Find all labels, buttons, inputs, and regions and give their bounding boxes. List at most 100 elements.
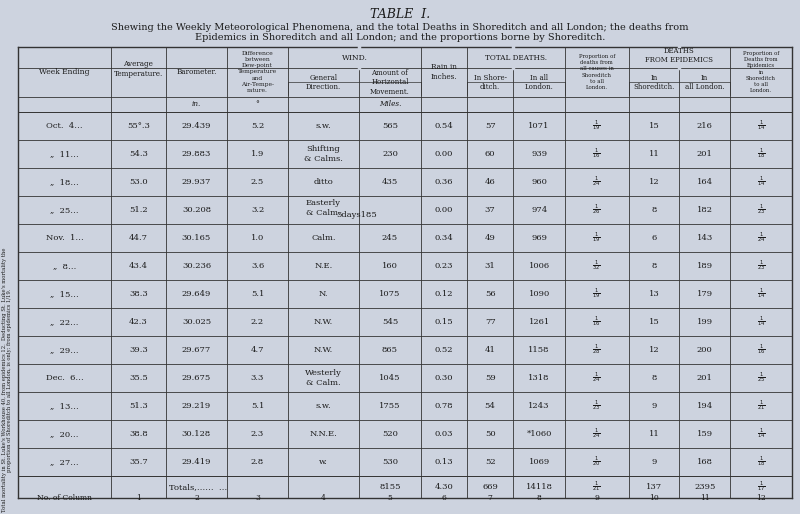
Text: 60: 60 <box>485 150 495 158</box>
Text: 2.5: 2.5 <box>251 178 264 186</box>
Text: 41: 41 <box>485 346 495 354</box>
Text: 0.15: 0.15 <box>435 318 454 326</box>
Text: 9: 9 <box>651 402 657 410</box>
Text: 1045: 1045 <box>379 374 401 382</box>
Text: 969: 969 <box>531 234 547 242</box>
Text: 0.78: 0.78 <box>435 402 454 410</box>
Text: s.w.: s.w. <box>315 122 331 130</box>
Text: 1.0: 1.0 <box>251 234 264 242</box>
Text: $\frac{1}{19}$: $\frac{1}{19}$ <box>593 287 601 301</box>
Text: 35.5: 35.5 <box>129 374 148 382</box>
Text: Rain in
Inches.: Rain in Inches. <box>431 63 458 81</box>
Text: 1.9: 1.9 <box>251 150 264 158</box>
Text: 29.883: 29.883 <box>182 150 211 158</box>
Text: 1069: 1069 <box>529 458 550 466</box>
Text: Oct.  4…: Oct. 4… <box>46 122 82 130</box>
Text: Epidemics in Shoreditch and all London; and the proportions borne by Shoreditch.: Epidemics in Shoreditch and all London; … <box>195 32 605 42</box>
Text: 194: 194 <box>697 402 713 410</box>
Text: 545: 545 <box>382 318 398 326</box>
Text: Totals,……  …: Totals,…… … <box>169 483 227 491</box>
Text: 46: 46 <box>485 178 495 186</box>
Text: 230: 230 <box>382 150 398 158</box>
Text: Proportion of
deaths from
all causes in
Shoreditch
to all
London.: Proportion of deaths from all causes in … <box>578 54 615 90</box>
Text: 1243: 1243 <box>529 402 550 410</box>
Text: 31: 31 <box>485 262 495 270</box>
Text: „  22…: „ 22… <box>50 318 78 326</box>
Text: 30.128: 30.128 <box>182 430 211 438</box>
Text: $\frac{1}{17}$: $\frac{1}{17}$ <box>757 480 766 494</box>
Text: 44.7: 44.7 <box>129 234 148 242</box>
Text: N.W.: N.W. <box>314 346 333 354</box>
Text: 3: 3 <box>255 494 260 502</box>
Text: $\frac{1}{14}$: $\frac{1}{14}$ <box>757 119 766 133</box>
Text: $\frac{1}{19}$: $\frac{1}{19}$ <box>593 231 601 245</box>
Text: 939: 939 <box>531 150 547 158</box>
Text: 9: 9 <box>651 458 657 466</box>
Text: $\frac{1}{18}$: $\frac{1}{18}$ <box>757 147 766 161</box>
Text: Easterly
& Calm.: Easterly & Calm. <box>306 199 341 217</box>
Text: 29.675: 29.675 <box>182 374 211 382</box>
Text: 8155: 8155 <box>379 483 401 491</box>
Text: 669: 669 <box>482 483 498 491</box>
Text: 38.3: 38.3 <box>129 290 148 298</box>
Text: 2: 2 <box>194 494 199 502</box>
Text: 30.208: 30.208 <box>182 206 211 214</box>
Text: Barometer.: Barometer. <box>176 68 217 76</box>
Text: 201: 201 <box>697 374 713 382</box>
Text: 11: 11 <box>649 430 659 438</box>
Text: s.w.: s.w. <box>315 402 331 410</box>
Text: 159: 159 <box>697 430 713 438</box>
Text: „  25…: „ 25… <box>50 206 78 214</box>
Text: $\frac{1}{19}$: $\frac{1}{19}$ <box>593 119 601 133</box>
Text: 435: 435 <box>382 178 398 186</box>
Text: 29.677: 29.677 <box>182 346 211 354</box>
Text: $\frac{1}{21}$: $\frac{1}{21}$ <box>757 399 766 413</box>
Text: 200: 200 <box>697 346 713 354</box>
Text: 54: 54 <box>485 402 495 410</box>
Text: 51.2: 51.2 <box>129 206 148 214</box>
Text: °: ° <box>255 100 259 108</box>
Text: 39.3: 39.3 <box>129 346 148 354</box>
Text: 2395: 2395 <box>694 483 715 491</box>
Text: 1071: 1071 <box>529 122 550 130</box>
Text: 4.30: 4.30 <box>434 483 454 491</box>
Text: 43.4: 43.4 <box>129 262 148 270</box>
Text: 52: 52 <box>485 458 495 466</box>
Text: „  29…: „ 29… <box>50 346 78 354</box>
Text: No. of Column: No. of Column <box>37 494 92 502</box>
Text: $\frac{1}{24}$: $\frac{1}{24}$ <box>593 175 601 189</box>
Text: Shewing the Weekly Meteorological Phenomena, and the total Deaths in Shoreditch : Shewing the Weekly Meteorological Phenom… <box>111 23 689 31</box>
Text: 245: 245 <box>382 234 398 242</box>
Text: 9: 9 <box>594 494 599 502</box>
Text: 29.937: 29.937 <box>182 178 211 186</box>
Text: 530: 530 <box>382 458 398 466</box>
Text: 137: 137 <box>646 483 662 491</box>
Text: 3.2: 3.2 <box>251 206 264 214</box>
Text: 29.219: 29.219 <box>182 402 211 410</box>
Text: 77: 77 <box>485 318 495 326</box>
Text: WIND.: WIND. <box>342 53 368 62</box>
Text: N.N.E.: N.N.E. <box>310 430 337 438</box>
Text: $\frac{1}{32}$: $\frac{1}{32}$ <box>593 259 601 273</box>
Text: 8: 8 <box>651 262 657 270</box>
Text: General
Direction.: General Direction. <box>306 74 341 91</box>
Text: N.: N. <box>318 290 328 298</box>
Text: „  27…: „ 27… <box>50 458 78 466</box>
Text: $\frac{1}{14}$: $\frac{1}{14}$ <box>757 175 766 189</box>
Text: $\frac{1}{24}$: $\frac{1}{24}$ <box>593 427 601 441</box>
Text: 12: 12 <box>649 178 659 186</box>
Text: 160: 160 <box>382 262 398 270</box>
Text: 189: 189 <box>697 262 713 270</box>
Text: 216: 216 <box>697 122 713 130</box>
Text: „  18…: „ 18… <box>50 178 79 186</box>
Text: 0.30: 0.30 <box>435 374 454 382</box>
Text: 15: 15 <box>649 122 659 130</box>
Text: 0.23: 0.23 <box>435 262 454 270</box>
Text: in.: in. <box>192 100 201 108</box>
Text: Miles.: Miles. <box>378 100 401 108</box>
Text: 56: 56 <box>485 290 495 298</box>
Text: In Shore-
ditch.: In Shore- ditch. <box>474 74 506 91</box>
Text: 53.0: 53.0 <box>129 178 148 186</box>
Text: DEATHS
FROM EPIDEMICS: DEATHS FROM EPIDEMICS <box>646 47 714 64</box>
Text: 12: 12 <box>649 346 659 354</box>
